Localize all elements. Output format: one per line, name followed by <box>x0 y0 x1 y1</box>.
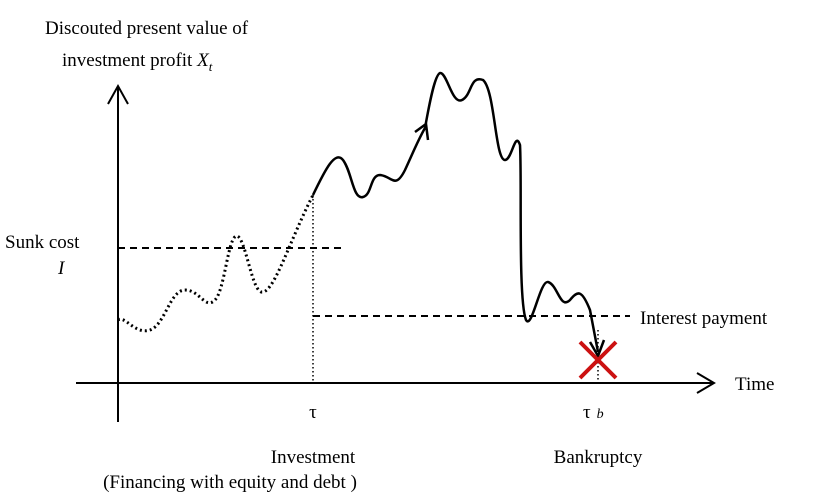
profit-path <box>423 71 600 353</box>
interest-label: Interest payment <box>640 308 768 329</box>
investment-note: (Financing with equity and debt ) <box>103 472 357 493</box>
x-axis-label: Time <box>735 374 774 395</box>
subscript: t <box>209 59 213 74</box>
investment-label: Investment <box>271 447 356 468</box>
axes <box>76 83 716 422</box>
pre-investment-path <box>117 194 315 333</box>
profit-path <box>311 127 427 199</box>
investment-symbol: τ <box>309 402 317 423</box>
path-arrow <box>588 339 606 359</box>
y-arrow <box>107 83 129 105</box>
x-arrow <box>696 372 716 394</box>
symbol: τ <box>583 402 591 423</box>
bankruptcy-cross <box>578 340 618 380</box>
sunk-cost-symbol: I <box>57 258 66 279</box>
y-axis-label-text: investment profit <box>62 50 197 71</box>
y-axis-label: investment profit Xt <box>62 50 213 74</box>
bankruptcy-label: Bankruptcy <box>554 447 643 468</box>
symbol: X <box>196 50 210 71</box>
subscript: b <box>597 407 604 422</box>
y-axis-label: Discouted present value of <box>45 18 249 39</box>
sunk-cost-label: Sunk cost <box>5 232 80 253</box>
